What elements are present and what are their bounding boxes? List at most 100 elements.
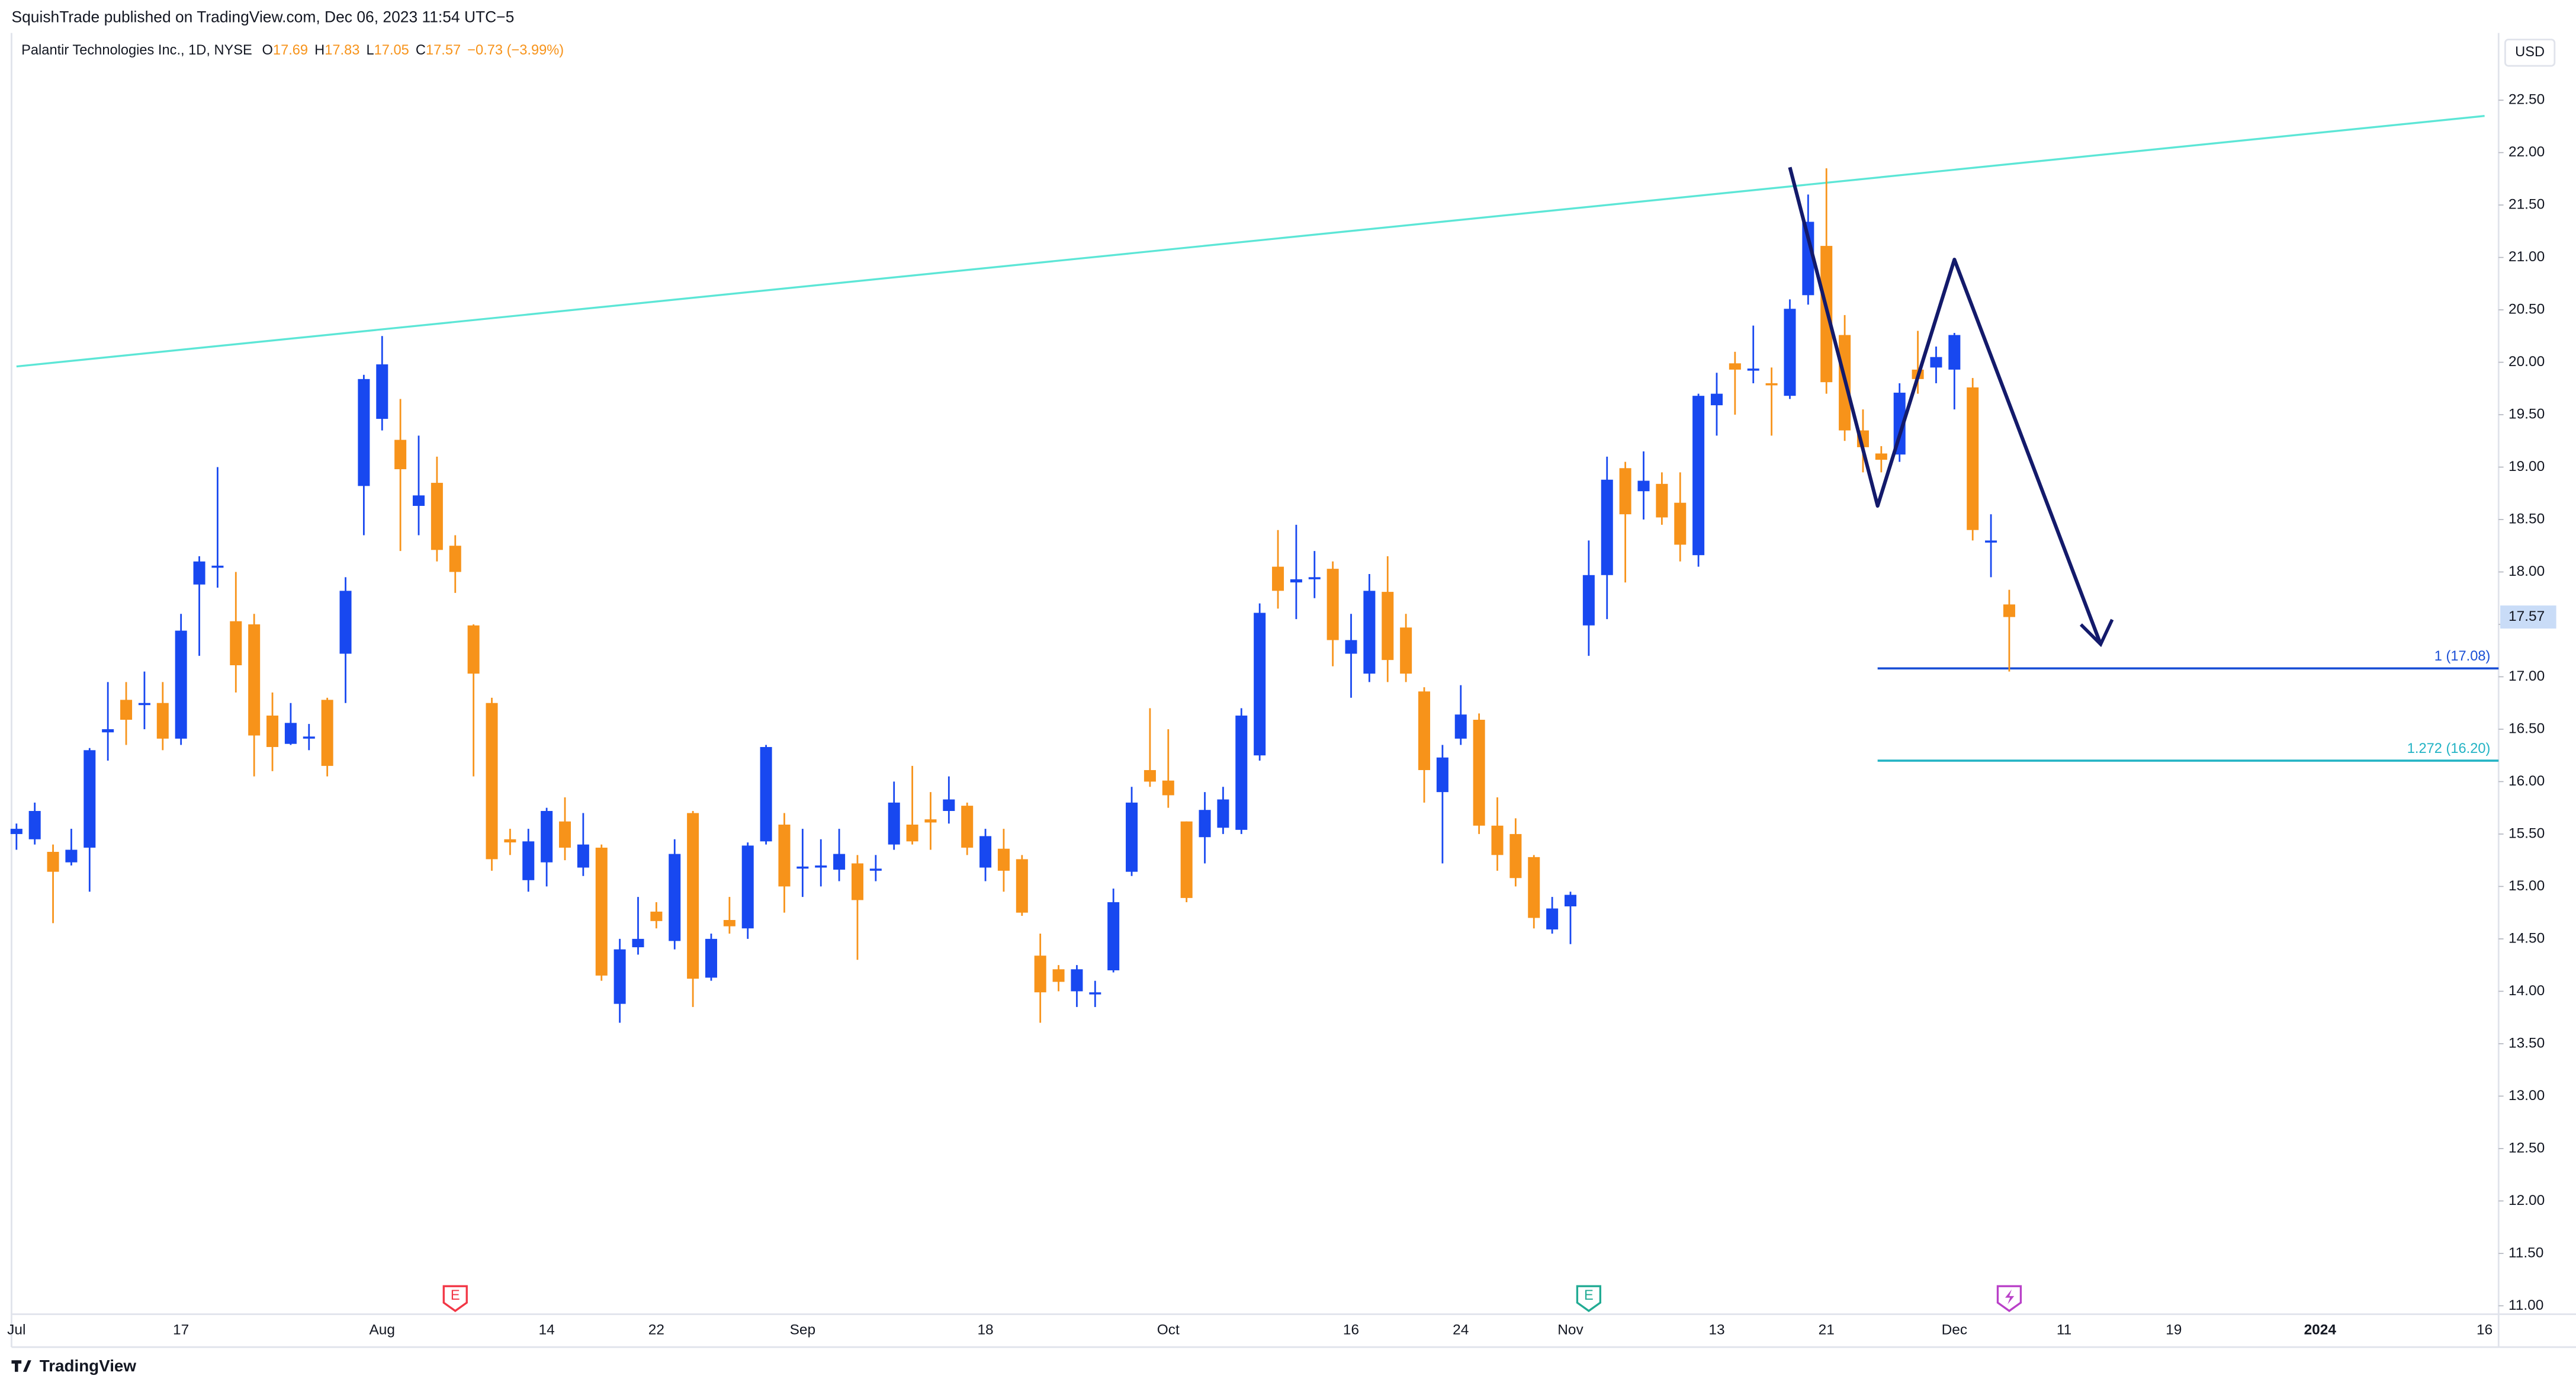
published-note: SquishTrade published on TradingView.com… xyxy=(11,8,514,26)
y-tick-label: 12.50 xyxy=(2508,1140,2545,1156)
x-tick-label: Aug xyxy=(370,1322,396,1338)
currency-box[interactable] xyxy=(2504,39,2556,67)
y-tick-label: 16.50 xyxy=(2508,720,2545,736)
candle-body xyxy=(1089,992,1101,995)
candle-body xyxy=(1765,383,1778,386)
candle-body xyxy=(1875,453,1887,460)
event-marker[interactable] xyxy=(1996,1285,2022,1312)
legend-value: 17.83 xyxy=(325,43,359,58)
currency[interactable]: USD xyxy=(2515,44,2545,60)
candle-body xyxy=(230,621,242,665)
candle-body xyxy=(1272,566,1284,591)
candle-body xyxy=(1107,902,1120,970)
candle-body xyxy=(431,483,443,550)
x-tick-label: 17 xyxy=(173,1322,189,1338)
candle-body xyxy=(376,364,388,419)
candle-body xyxy=(1326,569,1339,640)
legend-value: 17.69 xyxy=(273,43,308,58)
y-tick-label: 15.00 xyxy=(2508,878,2545,894)
x-tick-label: Sep xyxy=(790,1322,816,1338)
candle-body xyxy=(760,747,772,842)
event-pin xyxy=(442,1285,468,1312)
candle-body xyxy=(1948,335,1961,370)
y-tick-label: 12.00 xyxy=(2508,1192,2545,1208)
y-tick-label: 21.00 xyxy=(2508,249,2545,265)
y-tick-label: 11.00 xyxy=(2508,1297,2543,1313)
candle-body xyxy=(321,700,333,766)
candle-body xyxy=(486,703,498,860)
candle-body xyxy=(467,625,480,674)
candle-body xyxy=(558,821,571,848)
candle-body xyxy=(1052,969,1065,982)
candle-body xyxy=(1509,833,1522,879)
candle-body xyxy=(796,866,809,869)
candle-body xyxy=(1235,715,1248,830)
candle-body xyxy=(1126,802,1138,872)
y-tick-label: 15.50 xyxy=(2508,825,2545,841)
y-tick-label: 20.00 xyxy=(2508,354,2545,370)
candle-body xyxy=(632,938,644,948)
footer-brand: TradingView xyxy=(40,1357,137,1375)
event-marker[interactable]: E xyxy=(442,1285,468,1312)
candle-body xyxy=(924,819,937,823)
candle-body xyxy=(541,810,553,863)
trendline xyxy=(16,115,2485,368)
candle-body xyxy=(1692,396,1705,556)
candle-body xyxy=(1710,393,1723,406)
event-pin xyxy=(1576,1285,1602,1312)
event-marker[interactable]: E xyxy=(1576,1285,1602,1312)
y-tick-label: 14.00 xyxy=(2508,983,2545,999)
candle-body xyxy=(888,802,900,845)
fib-label: 1.272 (16.20) xyxy=(2407,741,2491,756)
event-label: E xyxy=(451,1288,460,1303)
candle-body xyxy=(705,938,717,978)
event-label: E xyxy=(1584,1288,1594,1303)
candle-body xyxy=(1345,640,1357,654)
legend-key: H xyxy=(314,43,325,58)
candle-body xyxy=(504,839,516,843)
candle-body xyxy=(1930,357,1942,368)
candle-body xyxy=(47,852,59,872)
candle-body xyxy=(1564,895,1577,907)
candle-body xyxy=(1637,480,1650,492)
candle-body xyxy=(1308,577,1321,579)
candle-body xyxy=(1199,810,1211,838)
candle-body xyxy=(2003,604,2015,617)
candle-body xyxy=(1162,780,1174,796)
y-tick-label: 16.00 xyxy=(2508,773,2545,789)
last-price-label: 17.57 xyxy=(2508,608,2545,624)
candle-body xyxy=(175,630,187,739)
candle-body xyxy=(10,829,23,834)
candle-body xyxy=(120,700,133,720)
arrow-head xyxy=(2079,618,2114,647)
candle-body xyxy=(1546,908,1559,929)
candle-body xyxy=(1363,591,1376,674)
candle-body xyxy=(1034,956,1046,993)
candle-body xyxy=(1985,540,1997,543)
candle-body xyxy=(815,865,827,868)
candle-body xyxy=(1418,691,1431,770)
candle-body xyxy=(1747,368,1759,371)
candle-body xyxy=(687,813,699,979)
y-tick-label: 17.00 xyxy=(2508,668,2545,684)
candle-body xyxy=(1784,309,1796,396)
candle-body xyxy=(906,824,918,842)
candle-body xyxy=(1144,770,1156,782)
candle-body xyxy=(1180,821,1193,898)
candle-body xyxy=(1454,714,1467,739)
x-tick-label: 16 xyxy=(2477,1322,2493,1338)
y-tick-label: 19.50 xyxy=(2508,406,2545,422)
legend-value: 17.57 xyxy=(426,43,461,58)
candle-body xyxy=(339,591,352,654)
candle-body xyxy=(577,844,589,868)
y-tick-label: 20.50 xyxy=(2508,302,2545,318)
candle-body xyxy=(193,561,205,585)
candle-body xyxy=(358,379,370,486)
candle-body xyxy=(614,949,626,1004)
candle-body xyxy=(156,703,169,739)
event-pin xyxy=(1996,1285,2022,1312)
candle-body xyxy=(266,715,279,748)
candle-body xyxy=(961,806,974,848)
